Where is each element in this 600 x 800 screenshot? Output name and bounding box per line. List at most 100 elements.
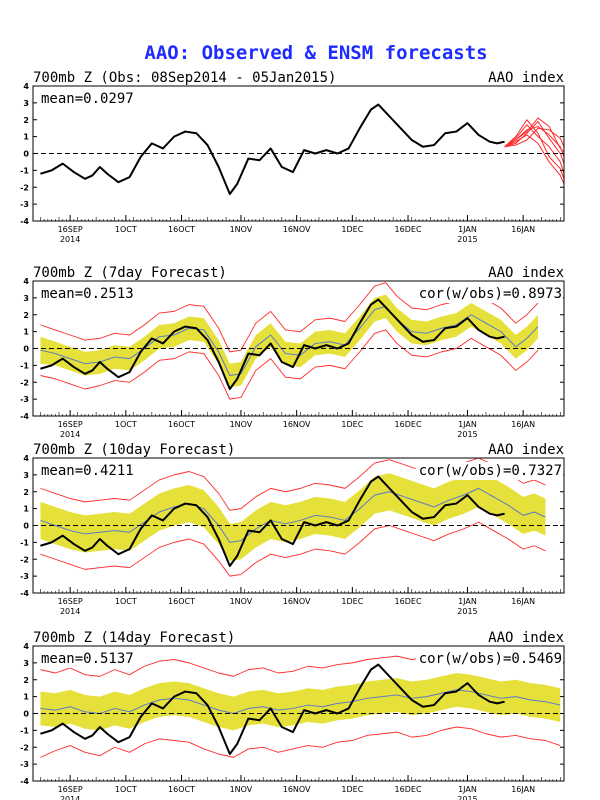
- y-tick-label: 0: [23, 710, 29, 719]
- ensemble-mean-line: [40, 305, 539, 376]
- observed-line: [40, 103, 505, 195]
- ensemble-mean-line: [40, 487, 546, 543]
- x-tick-label: 16JAN: [511, 597, 535, 606]
- x-tick-year: 2014: [60, 607, 80, 616]
- x-tick-year: 2015: [457, 430, 477, 439]
- panel-2: 700mb Z (10day Forecast) AAO index 4 3 2 1 0 -1…: [20, 442, 565, 616]
- x-tick-label: 1DEC: [341, 597, 363, 606]
- y-tick-label: 2: [23, 311, 29, 320]
- y-tick-label: 3: [23, 294, 29, 303]
- x-tick-label: 1OCT: [115, 785, 137, 794]
- x-tick-label: 16OCT: [168, 225, 195, 234]
- ensemble-member-6: [504, 117, 564, 153]
- panel-right-label: AAO index: [488, 630, 564, 646]
- y-tick-label: 4: [23, 642, 29, 651]
- x-tick-label: 1NOV: [230, 420, 253, 429]
- panel-0: 700mb Z (Obs: 08Sep2014 - 05Jan2015) AAO …: [20, 70, 565, 244]
- ensemble-member-5: [504, 134, 564, 185]
- correlation-label: cor(w/obs)=0.7327: [419, 463, 562, 479]
- panel-right-label: AAO index: [488, 442, 564, 458]
- x-tick-label: 16DEC: [395, 597, 422, 606]
- x-tick-year: 2014: [60, 235, 80, 244]
- mean-label: mean=0.5137: [41, 651, 134, 667]
- y-tick-label: 4: [23, 277, 29, 286]
- y-tick-label: -2: [20, 183, 29, 192]
- y-tick-label: 2: [23, 676, 29, 685]
- y-tick-label: -1: [20, 538, 29, 547]
- range-lower-line: [40, 726, 561, 758]
- y-tick-label: 1: [23, 693, 29, 702]
- series-layer: [40, 282, 539, 400]
- x-tick-label: 16SEP: [58, 420, 83, 429]
- x-tick-label: 1DEC: [341, 420, 363, 429]
- x-tick-label: 1NOV: [230, 785, 253, 794]
- x-tick-label: 16OCT: [168, 785, 195, 794]
- observed-line: [40, 298, 505, 390]
- y-tick-label: -1: [20, 166, 29, 175]
- y-tick-label: 4: [23, 82, 29, 91]
- range-lower-line: [40, 521, 546, 577]
- y-tick-label: -4: [20, 777, 29, 786]
- ensemble-member-3: [504, 127, 564, 148]
- panel-title: 700mb Z (Obs: 08Sep2014 - 05Jan2015): [33, 70, 336, 86]
- x-tick-label: 1OCT: [115, 597, 137, 606]
- figure-title: AAO: Observed & ENSM forecasts: [144, 42, 487, 64]
- series-layer: [40, 652, 561, 758]
- x-tick-label: 16JAN: [511, 785, 535, 794]
- y-tick-label: 2: [23, 488, 29, 497]
- y-tick-label: -1: [20, 726, 29, 735]
- x-tick-label: 1JAN: [458, 785, 477, 794]
- mean-label-box: [38, 285, 137, 303]
- ensemble-member-4: [504, 119, 564, 179]
- x-tick-label: 16NOV: [283, 597, 311, 606]
- mean-label-box: [38, 650, 137, 668]
- correlation-label-box: [415, 285, 563, 303]
- mean-label: mean=0.0297: [41, 91, 134, 107]
- y-tick-label: 0: [23, 522, 29, 531]
- x-tick-label: 1NOV: [230, 225, 253, 234]
- x-tick-label: 16DEC: [395, 785, 422, 794]
- x-tick-year: 2015: [457, 795, 477, 800]
- observed-line: [40, 663, 505, 755]
- x-tick-label: 1DEC: [341, 225, 363, 234]
- y-tick-label: -2: [20, 555, 29, 564]
- x-tick-label: 1OCT: [115, 225, 137, 234]
- y-tick-label: -3: [20, 200, 29, 209]
- y-tick-label: 3: [23, 471, 29, 480]
- y-tick-label: -1: [20, 361, 29, 370]
- x-tick-label: 1JAN: [458, 597, 477, 606]
- x-tick-label: 16JAN: [511, 420, 535, 429]
- x-tick-year: 2015: [457, 235, 477, 244]
- x-tick-label: 1NOV: [230, 597, 253, 606]
- x-tick-label: 16NOV: [283, 225, 311, 234]
- y-tick-label: 3: [23, 659, 29, 668]
- correlation-label: cor(w/obs)=0.8973: [419, 286, 562, 302]
- y-tick-label: -4: [20, 217, 29, 226]
- x-tick-year: 2014: [60, 795, 80, 800]
- y-tick-label: 4: [23, 454, 29, 463]
- y-tick-label: 1: [23, 328, 29, 337]
- x-tick-label: 1JAN: [458, 420, 477, 429]
- y-tick-label: -3: [20, 395, 29, 404]
- correlation-label-box: [415, 462, 563, 480]
- x-tick-label: 16DEC: [395, 420, 422, 429]
- spread-band: [40, 469, 546, 561]
- y-tick-label: -4: [20, 589, 29, 598]
- x-tick-label: 1DEC: [341, 785, 363, 794]
- x-tick-year: 2015: [457, 607, 477, 616]
- x-tick-label: 1JAN: [458, 225, 477, 234]
- panel-title: 700mb Z (10day Forecast): [33, 442, 235, 458]
- x-tick-label: 16OCT: [168, 420, 195, 429]
- x-tick-label: 16DEC: [395, 225, 422, 234]
- panel-1: 700mb Z (7day Forecast) AAO index 4 3 2 1 0 -1 -…: [20, 265, 565, 439]
- x-tick-label: 16OCT: [168, 597, 195, 606]
- ensemble-mean-line: [40, 689, 561, 714]
- x-tick-label: 1OCT: [115, 420, 137, 429]
- y-tick-label: 0: [23, 345, 29, 354]
- mean-label-box: [38, 90, 137, 108]
- panel-title: 700mb Z (7day Forecast): [33, 265, 227, 281]
- y-tick-label: 3: [23, 99, 29, 108]
- range-lower-line: [40, 329, 539, 400]
- x-tick-label: 16SEP: [58, 597, 83, 606]
